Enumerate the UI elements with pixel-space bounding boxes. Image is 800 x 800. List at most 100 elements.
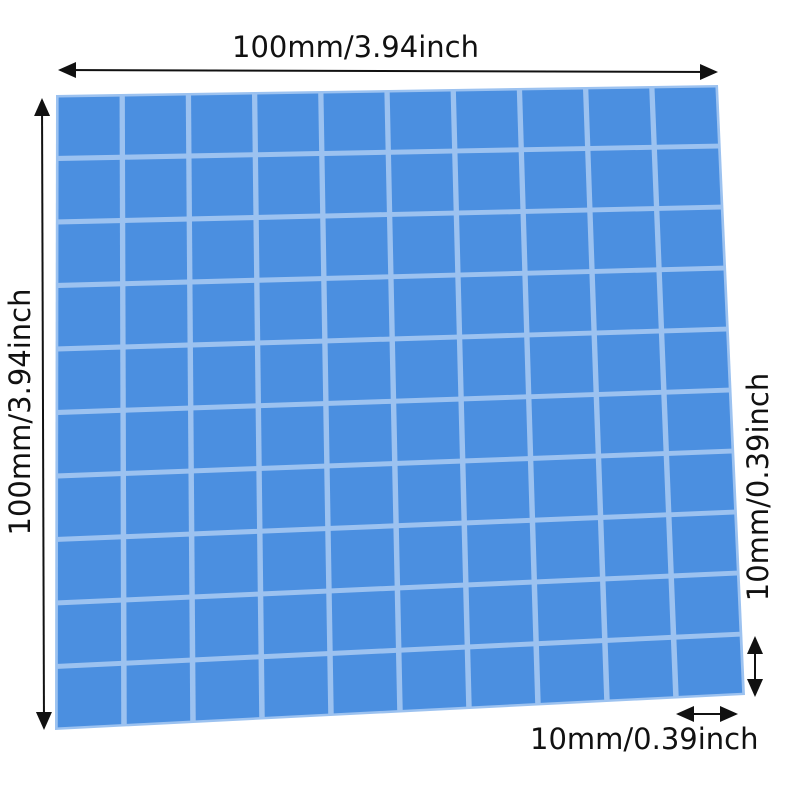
thermal-pad-square (332, 652, 398, 714)
thermal-pad-square (192, 282, 255, 343)
thermal-pad-square (468, 584, 534, 645)
thermal-pad-square (401, 649, 467, 710)
pad-height-label: 10mm/0.39inch (741, 372, 775, 602)
thermal-pad-square (328, 403, 393, 464)
thermal-pad-square (669, 453, 735, 513)
thermal-pad-square (470, 646, 536, 707)
thermal-pad-square (523, 151, 588, 209)
thermal-pad-square (527, 274, 592, 333)
thermal-pad-square (57, 665, 122, 728)
thermal-pad-square (659, 209, 724, 268)
thermal-pad-square (592, 211, 657, 269)
thermal-pad-square (656, 148, 721, 206)
thermal-pad-square (125, 347, 188, 408)
width-arrow (58, 62, 718, 80)
thermal-pad-square (457, 152, 521, 211)
thermal-pad-square (331, 590, 396, 651)
thermal-pad-square (596, 333, 662, 392)
thermal-pad-square (263, 593, 328, 655)
thermal-pad-square (460, 275, 525, 335)
thermal-pad-square (262, 531, 327, 592)
thermal-pad-square (394, 339, 459, 399)
thermal-pad-square (258, 156, 321, 215)
thermal-pad-square (673, 575, 740, 635)
thermal-pad-square (57, 602, 122, 664)
thermal-pad-square (58, 159, 120, 220)
thermal-pad-square (467, 522, 532, 583)
thermal-pad-square (601, 456, 666, 515)
thermal-pad-square (125, 284, 188, 345)
thermal-pad-square (329, 466, 394, 526)
thermal-pad-square (257, 93, 320, 153)
thermal-pad-square (192, 345, 256, 406)
thermal-pad-square (125, 158, 187, 218)
thermal-pad-square (57, 539, 121, 601)
thermal-pad-square (661, 270, 726, 329)
thermal-pad-square (191, 157, 254, 217)
thermal-pad-square (58, 412, 121, 474)
thermal-pad-square (264, 656, 329, 717)
thermal-pad-square (525, 212, 590, 271)
thermal-pad-square (58, 349, 121, 410)
thermal-pad-square (58, 223, 121, 283)
thermal-pad-square (323, 92, 386, 151)
thermal-pad-square (594, 272, 659, 331)
thermal-pad-square (538, 643, 605, 703)
thermal-pad-square (261, 468, 326, 529)
thermal-pad-square (599, 394, 664, 454)
thermal-pad-square (391, 153, 454, 212)
thermal-pad-square (398, 525, 464, 586)
thermal-pad-square (465, 461, 530, 521)
thermal-pad-square (325, 217, 389, 276)
thermal-pad-square (326, 279, 390, 339)
thermal-pad-square (463, 399, 528, 459)
thermal-pad-square (537, 581, 603, 642)
thermal-pad-square (324, 154, 387, 214)
thermal-pad-square (126, 536, 190, 598)
thermal-pad-square (529, 335, 594, 395)
thermal-pad-square (124, 95, 187, 155)
thermal-pad-square (261, 406, 325, 466)
thermal-pad-square (462, 337, 526, 397)
thermal-pad-square (605, 578, 671, 638)
thermal-pad-square (194, 596, 259, 658)
thermal-pad-square (676, 636, 743, 696)
thermal-pad-square (397, 463, 462, 524)
thermal-pad-square (588, 88, 652, 146)
thermal-pad-square (396, 401, 460, 461)
thermal-pad-square (125, 410, 189, 471)
thermal-pad-square (125, 221, 188, 282)
thermal-pad-square (194, 533, 258, 595)
thermal-pad-square (126, 599, 190, 661)
thermal-pad-square (393, 277, 457, 337)
thermal-pad-square (455, 90, 519, 149)
thermal-pad-square (666, 392, 732, 451)
thermal-pad-square (522, 89, 585, 148)
thermal-pad-square (459, 214, 523, 273)
thermal-pad-square (531, 397, 596, 456)
thermal-pad-square (193, 471, 258, 532)
thermal-pad-square (654, 87, 718, 145)
thermal-pad-square (533, 458, 598, 518)
thermal-pad-square (603, 517, 669, 577)
thermal-pad-square (260, 343, 324, 404)
thermal-pad-square (58, 96, 120, 156)
thermal-pad-square (330, 528, 395, 589)
thermal-pad-square (535, 520, 600, 580)
thermal-pad-square (392, 215, 456, 275)
thermal-pad-square (195, 659, 260, 721)
thermal-pad-square (126, 662, 191, 724)
pad-width-label: 10mm/0.39inch (530, 722, 759, 756)
thermal-pad-square (192, 220, 255, 280)
thermal-pad-square (126, 473, 189, 535)
thermal-pad-square (664, 331, 729, 390)
sheet-width-label: 100mm/3.94inch (232, 30, 479, 64)
thermal-pad-square (389, 91, 453, 150)
thermal-pad-square (400, 587, 465, 648)
height-arrow (34, 98, 52, 730)
thermal-pad-square (58, 476, 121, 537)
thermal-pad-square (191, 94, 253, 154)
sheet-height-label: 100mm/3.94inch (3, 288, 37, 536)
